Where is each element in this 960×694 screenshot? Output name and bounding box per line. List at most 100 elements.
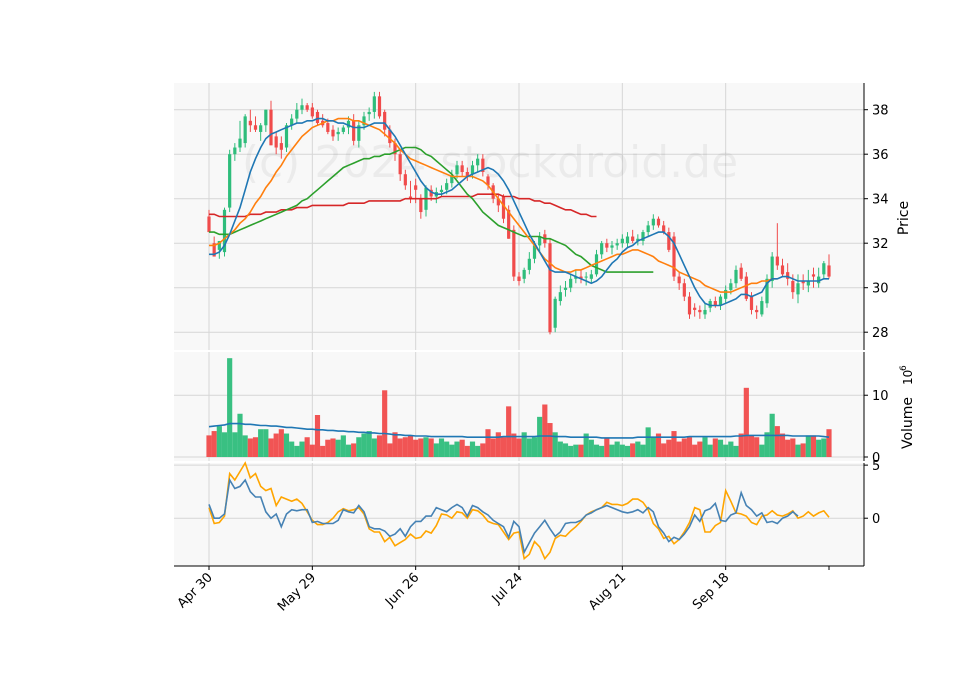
volume-bar	[604, 438, 610, 457]
volume-bar	[459, 439, 465, 457]
candle-body	[450, 176, 454, 184]
price-tick-label: 36	[872, 148, 889, 163]
volume-bar	[304, 437, 310, 457]
volume-bar	[340, 435, 346, 457]
candle-body	[729, 283, 733, 290]
volume-bar	[810, 435, 817, 457]
candle-body	[724, 289, 728, 299]
volume-bar	[816, 439, 822, 457]
volume-bar	[314, 415, 321, 457]
candle-body	[806, 281, 810, 286]
volume-bar	[299, 441, 305, 457]
candle-body	[346, 120, 351, 128]
candle-body	[625, 236, 630, 244]
volume-bar	[655, 433, 662, 457]
volume-bar	[599, 445, 605, 457]
volume-tick-label: 0	[872, 451, 880, 466]
candle-body	[336, 131, 340, 135]
volume-bar	[666, 439, 672, 457]
volume-bar	[754, 437, 760, 457]
volume-bar	[609, 444, 615, 457]
oscillator-tick-label: 5	[872, 459, 880, 474]
volume-bar	[614, 441, 620, 457]
candle-body	[786, 272, 790, 279]
candle-body	[377, 96, 382, 117]
volume-axis-label: Volume	[900, 397, 916, 449]
volume-bar	[526, 438, 532, 457]
volume-bar	[692, 444, 698, 457]
volume-bar	[418, 438, 424, 457]
volume-tick-label: 10	[872, 389, 889, 404]
volume-bar	[650, 437, 656, 457]
volume-bar	[821, 438, 827, 457]
candle-body	[481, 158, 485, 172]
sma-slow-line	[209, 146, 654, 273]
candle-body	[574, 276, 578, 279]
volume-bar	[221, 432, 228, 457]
candle-body	[579, 276, 583, 279]
volume-bar	[206, 435, 212, 457]
candle-body	[827, 265, 831, 277]
candle-body	[765, 278, 769, 304]
volume-bar	[402, 437, 408, 457]
candle-body	[315, 111, 320, 124]
volume-bar	[542, 404, 548, 457]
volume-bar	[335, 439, 341, 457]
volume-bar	[759, 444, 765, 457]
candle-body	[439, 189, 444, 193]
volume-bar	[547, 423, 553, 457]
oscillator-tick-label: 0	[872, 512, 880, 527]
volume-bar	[325, 439, 331, 457]
candle-body	[822, 263, 826, 275]
candle-body	[253, 125, 258, 130]
candle-body	[248, 120, 252, 126]
candle-body	[507, 209, 511, 239]
volume-bar	[557, 441, 563, 457]
volume-bar	[707, 444, 713, 457]
candle-body	[403, 174, 407, 186]
sma-fast-line	[209, 117, 829, 307]
volume-bar	[568, 445, 574, 457]
candle-body	[780, 265, 785, 275]
volume-bar	[361, 433, 367, 457]
volume-bar	[562, 443, 569, 457]
volume-bar	[449, 444, 455, 457]
volume-bar	[247, 438, 253, 457]
candle-body	[615, 243, 619, 246]
candle-body	[228, 154, 232, 208]
volume-bar	[366, 431, 372, 457]
candle-body	[708, 301, 712, 308]
volume-bar	[371, 438, 377, 457]
candle-body	[620, 238, 624, 244]
candle-body	[496, 198, 500, 206]
candle-body	[801, 281, 805, 284]
volume-bar	[268, 438, 274, 457]
candle-body	[584, 276, 588, 278]
candle-body	[393, 143, 397, 155]
volume-bar	[588, 439, 594, 457]
volume-bar	[531, 437, 538, 457]
candle-body	[791, 281, 795, 293]
volume-bar	[619, 444, 625, 457]
candle-body	[563, 287, 568, 290]
candle-body	[279, 143, 283, 150]
volume-bar	[573, 444, 579, 457]
candle-body	[259, 125, 263, 132]
volume-bar	[407, 435, 414, 457]
candle-body	[264, 109, 268, 126]
volume-bar	[433, 443, 439, 457]
candle-body	[558, 292, 562, 302]
volume-average-line	[208, 422, 830, 439]
candle-body	[739, 267, 743, 279]
volume-bar	[506, 406, 512, 457]
volume-bar	[795, 444, 801, 457]
volume-bar	[283, 433, 290, 457]
volume-bar	[444, 441, 450, 457]
volume-bar	[242, 435, 248, 457]
volume-bar	[345, 444, 352, 457]
volume-bar	[469, 441, 476, 457]
volume-bar	[490, 438, 496, 457]
candle-body	[744, 276, 748, 299]
